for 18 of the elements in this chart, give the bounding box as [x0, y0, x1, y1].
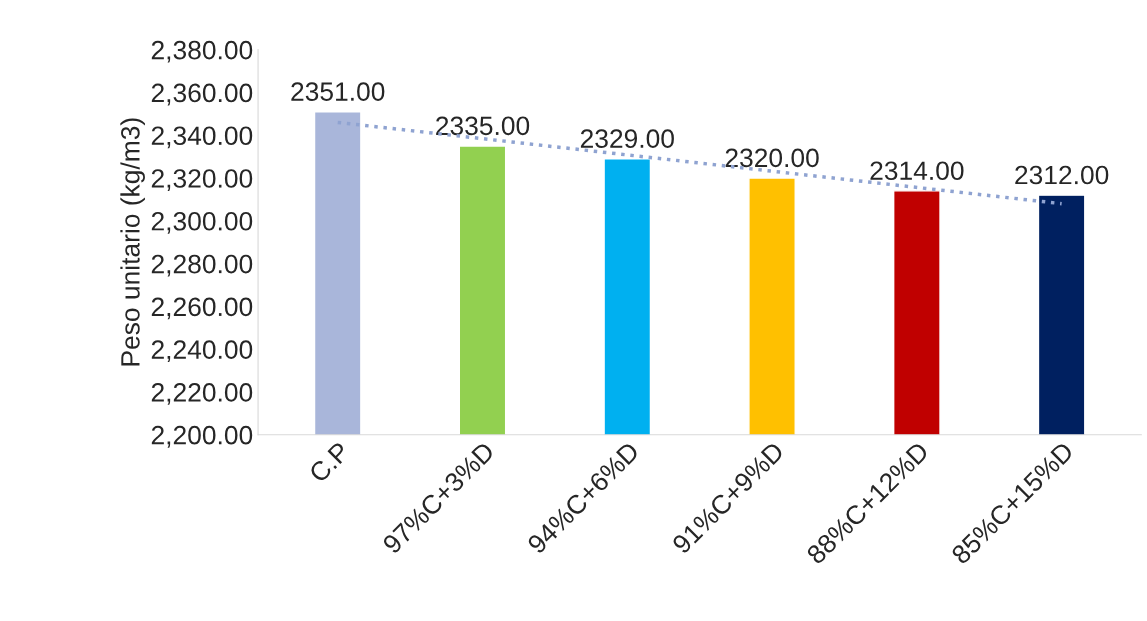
data-label: 2312.00 — [1015, 165, 1109, 185]
data-label: 2335.00 — [436, 116, 530, 136]
data-label: 2314.00 — [870, 161, 964, 181]
y-tick-label: 2,280.00 — [151, 254, 253, 277]
y-tick-label: 2,380.00 — [151, 40, 253, 63]
data-label: 2351.00 — [291, 82, 385, 101]
y-axis-title: Peso unitario (kg/m3) — [120, 118, 145, 366]
y-tick-label: 2,340.00 — [151, 126, 253, 149]
y-tick-label: 2,360.00 — [151, 83, 253, 106]
y-tick-label: 2,260.00 — [151, 297, 253, 320]
x-tick-label: C.P — [308, 441, 351, 484]
y-tick-label: 2,200.00 — [151, 425, 253, 448]
data-label: 2329.00 — [580, 129, 674, 148]
y-tick-label: 2,300.00 — [151, 211, 253, 234]
y-tick-label: 2,220.00 — [151, 383, 253, 405]
y-tick-label: 2,240.00 — [151, 340, 253, 363]
data-label: 2320.00 — [725, 148, 819, 168]
y-tick-label: 2,320.00 — [151, 169, 253, 191]
